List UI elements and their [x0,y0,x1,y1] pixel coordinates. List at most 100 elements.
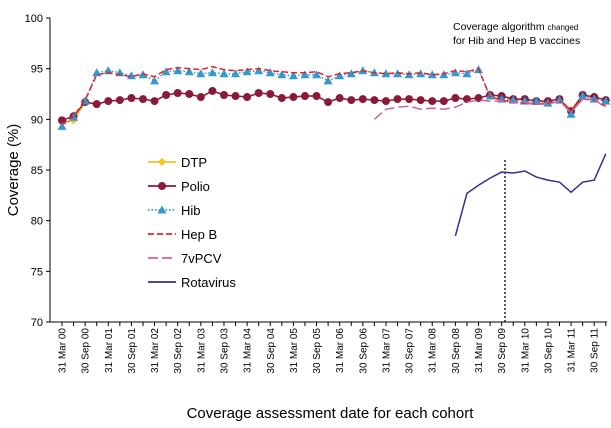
annotation: for Hib and Hep B vaccines [453,35,580,47]
y-tick-label: 95 [31,64,43,76]
x-tick-label: 31 Mar 03 [196,328,207,373]
data-point [324,98,333,107]
data-point [127,94,136,103]
data-point [428,97,437,106]
data-point [103,66,113,75]
data-point [184,67,194,76]
x-tick-label: 30 Sep 06 [358,328,369,374]
data-point [393,95,402,104]
annotation-part: Coverage algorithm [453,21,548,33]
data-point [450,68,460,77]
data-point [243,93,252,102]
data-point [358,95,367,104]
data-point [185,90,194,98]
data-point [173,66,183,75]
annotation-part: changed [548,23,579,32]
x-tick-label: 31 Mar 02 [150,328,161,373]
x-tick-label: 30 Sep 02 [173,328,184,374]
y-tick-label: 80 [31,216,43,228]
legend-label: Hep B [181,227,217,242]
x-tick-label: 31 Mar 06 [335,328,346,373]
x-tick-label: 30 Sep 00 [81,328,92,374]
annotation: Coverage algorithm changed [453,21,578,33]
data-point [312,92,321,101]
data-point [300,92,309,101]
x-tick-label: 30 Sep 09 [497,328,508,374]
x-tick-label: 31 Mar 09 [474,328,485,373]
legend-label: 7vPCV [181,251,222,266]
data-point [104,97,113,106]
x-tick-label: 30 Sep 10 [543,328,554,374]
data-point [277,94,286,103]
data-point [335,71,345,80]
data-point [126,71,136,80]
y-tick-label: 90 [31,114,43,126]
series-line [373,98,607,120]
y-tick-label: 85 [31,165,43,177]
data-point [173,88,182,97]
data-point [439,97,448,106]
legend-label: Hib [181,203,201,218]
y-tick-label: 70 [31,317,43,329]
data-point [381,97,390,106]
data-point [219,91,228,100]
legend-label: Polio [181,179,210,194]
data-point [347,96,356,105]
data-point [451,94,460,103]
data-point [231,92,240,101]
data-point [405,95,414,104]
data-point [312,70,322,79]
y-tick-label: 75 [31,266,43,278]
data-point [150,97,159,106]
data-point [207,68,217,77]
data-point [266,90,275,98]
data-point [162,91,171,100]
data-point [289,93,298,102]
data-point [242,67,252,76]
data-point [335,94,344,103]
x-tick-label: 30 Sep 11 [590,328,601,373]
data-point [288,71,298,80]
data-point [57,121,67,130]
data-point [601,96,611,105]
legend-label: DTP [181,155,207,170]
data-point [427,70,437,79]
data-point [381,69,391,78]
y-axis-title: Coverage (%) [5,124,22,217]
x-tick-label: 31 Mar 07 [381,328,392,373]
data-point [265,68,275,77]
x-tick-label: 31 Mar 00 [58,328,69,373]
data-point [531,96,541,105]
data-point [196,93,205,102]
data-point [462,69,472,78]
data-point [346,69,356,78]
x-tick-label: 30 Sep 08 [451,328,462,374]
data-point [578,91,588,100]
y-tick-label: 100 [25,13,43,25]
data-point [196,69,206,78]
x-tick-label: 31 Mar 04 [243,328,254,373]
data-point [161,67,171,76]
data-point [300,70,310,79]
x-tick-label: 30 Sep 04 [266,328,277,374]
data-point [115,96,124,105]
data-point [277,70,287,79]
legend-label: Rotavirus [181,275,236,290]
x-tick-label: 31 Mar 08 [428,328,439,373]
data-point [150,76,160,85]
x-tick-label: 31 Mar 05 [289,328,300,373]
data-point [323,76,333,85]
data-point [254,66,264,75]
legend-marker [157,205,167,214]
x-tick-label: 30 Sep 03 [219,328,230,374]
legend-marker [158,158,166,166]
data-point [370,96,379,105]
data-point [138,95,147,104]
x-tick-label: 31 Mar 01 [104,328,115,373]
x-axis-title: Coverage assessment date for each cohort [187,405,475,422]
series-line [454,153,607,237]
data-point [231,69,241,78]
data-point [219,69,229,78]
data-point [92,100,101,109]
